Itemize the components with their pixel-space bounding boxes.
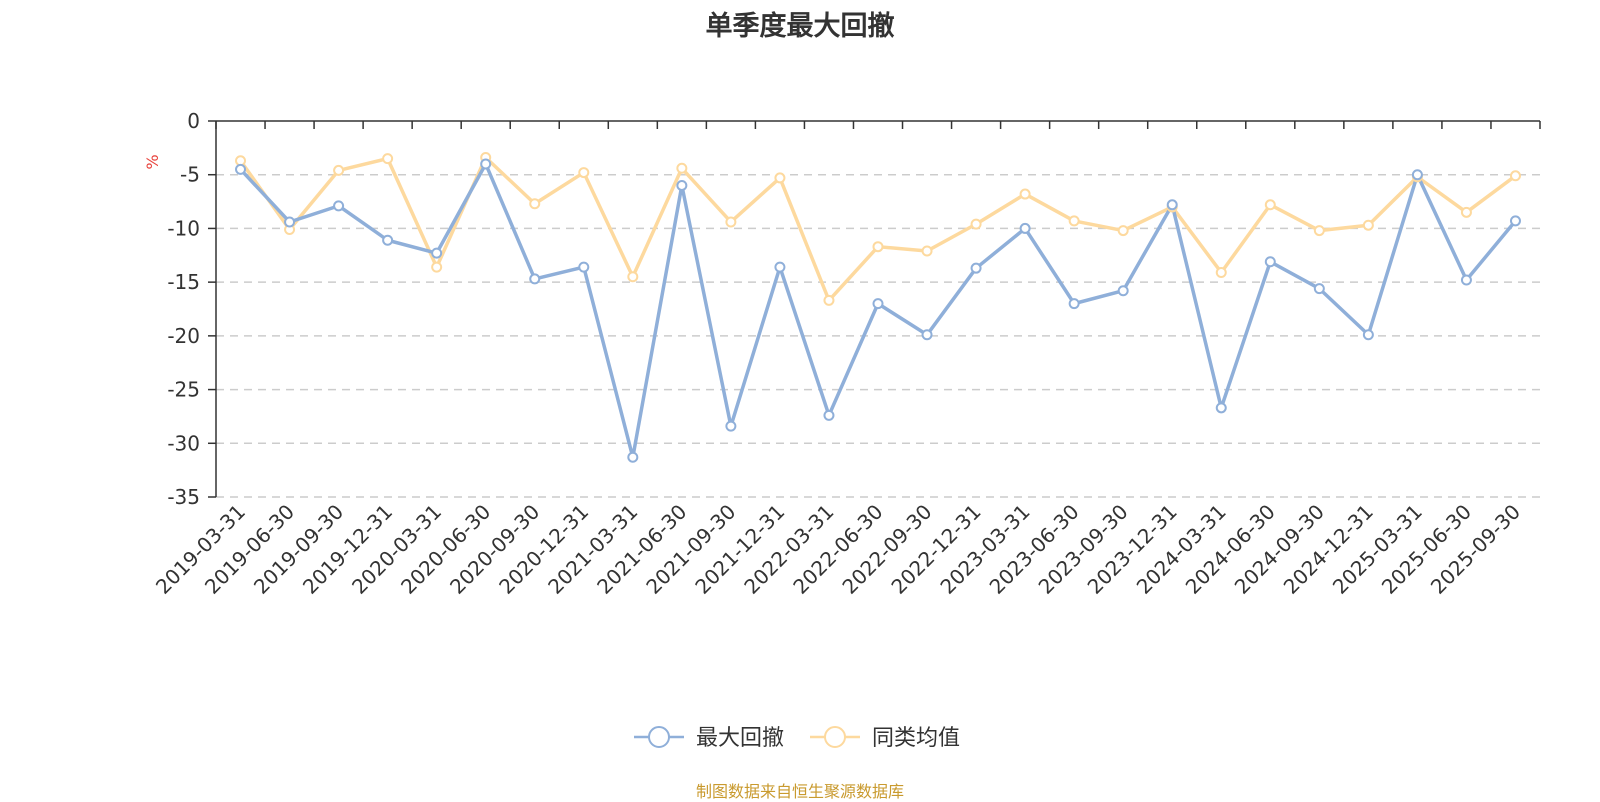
data-point (284, 216, 296, 228)
y-tick-label: -30 (167, 431, 200, 455)
y-tick-label: -20 (167, 324, 200, 348)
data-point (1460, 206, 1472, 218)
y-tick-label: -35 (167, 485, 200, 509)
y-tick-label: -10 (167, 216, 200, 240)
data-point (333, 164, 345, 176)
data-point (1117, 285, 1129, 297)
y-tick-label: -15 (167, 270, 200, 294)
data-point (970, 262, 982, 274)
data-point (578, 167, 590, 179)
data-point (774, 172, 786, 184)
data-point (725, 420, 737, 432)
data-point (480, 158, 492, 170)
data-point (921, 245, 933, 257)
data-point (872, 241, 884, 253)
data-point (1215, 402, 1227, 414)
data-point (676, 179, 688, 191)
data-point (1313, 225, 1325, 237)
y-axis-unit: % (143, 154, 162, 169)
legend-label: 最大回撤 (696, 726, 784, 751)
data-point (1215, 266, 1227, 278)
data-point (872, 298, 884, 310)
data-point (1509, 215, 1521, 227)
data-point (1313, 283, 1325, 295)
data-point (970, 218, 982, 230)
data-point (676, 162, 688, 174)
data-point (1362, 219, 1374, 231)
data-point (431, 247, 443, 259)
data-point (823, 294, 835, 306)
data-point (1068, 298, 1080, 310)
series-line-0 (239, 162, 1517, 460)
data-point (1460, 274, 1472, 286)
data-point (1509, 170, 1521, 182)
data-point (382, 153, 394, 165)
data-point (1264, 256, 1276, 268)
legend-label: 同类均值 (872, 726, 960, 751)
legend-marker (648, 726, 670, 748)
data-point (921, 329, 933, 341)
data-point (725, 216, 737, 228)
data-point (1019, 222, 1031, 234)
data-point (1068, 215, 1080, 227)
y-tick-label: -5 (180, 163, 200, 187)
data-point (333, 200, 345, 212)
data-point (235, 163, 247, 175)
data-source-note: 制图数据来自恒生聚源数据库 (695, 782, 904, 801)
y-tick-label: 0 (187, 109, 200, 133)
data-point (1166, 199, 1178, 211)
data-point (627, 271, 639, 283)
legend-marker (824, 726, 846, 748)
data-point (1411, 169, 1423, 181)
data-point (1019, 188, 1031, 200)
data-point (1117, 225, 1129, 237)
y-tick-label: -25 (167, 378, 200, 402)
data-point (1264, 199, 1276, 211)
data-point (823, 409, 835, 421)
data-point (578, 261, 590, 273)
chart-title: 单季度最大回撤 (705, 11, 895, 42)
data-point (627, 451, 639, 463)
data-point (529, 273, 541, 285)
data-point (382, 234, 394, 246)
data-point (774, 261, 786, 273)
data-point (431, 261, 443, 273)
data-point (529, 198, 541, 210)
data-point (1362, 329, 1374, 341)
